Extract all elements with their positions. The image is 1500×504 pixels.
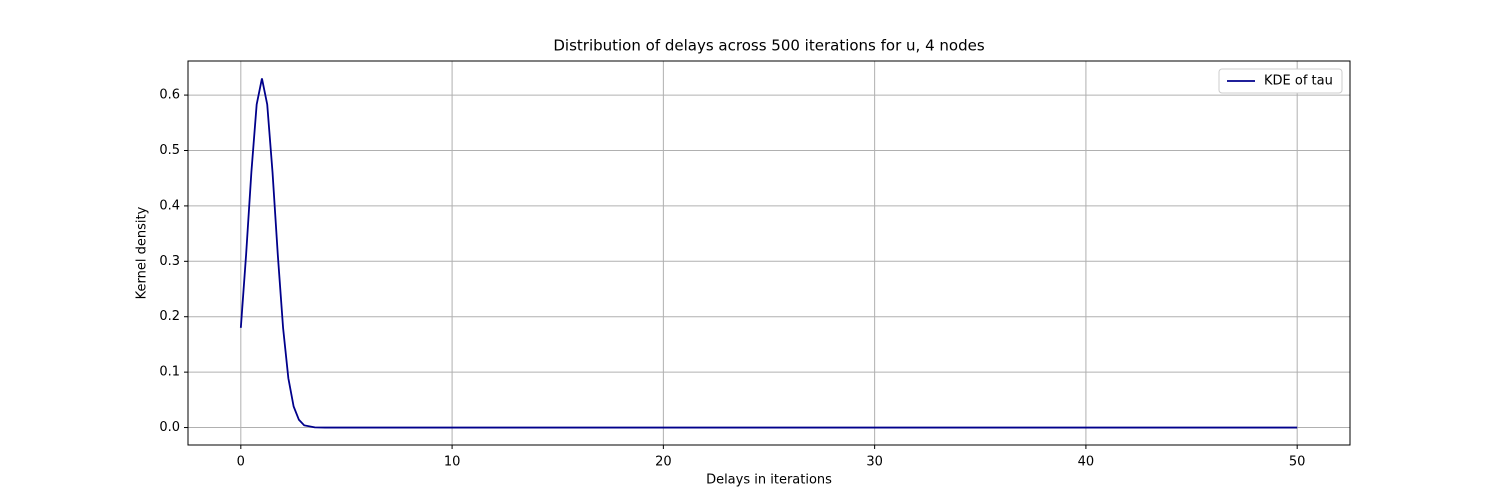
y-tick-label: 0.1: [159, 365, 180, 380]
x-tick-label: 50: [1289, 455, 1306, 470]
legend-label: KDE of tau: [1264, 74, 1333, 89]
y-tick-label: 0.0: [159, 420, 180, 435]
y-tick-label: 0.4: [159, 198, 180, 213]
y-axis-label: Kernel density: [135, 206, 150, 299]
y-tick-label: 0.2: [159, 309, 180, 324]
x-tick-label: 20: [655, 455, 672, 470]
x-tick-label: 0: [237, 455, 245, 470]
x-tick-label: 30: [866, 455, 883, 470]
x-tick-label: 10: [444, 455, 461, 470]
plot-frame: [187, 60, 1351, 446]
legend-box: [1218, 68, 1343, 94]
y-tick-label: 0.3: [159, 254, 180, 269]
y-tick-label: 0.6: [159, 88, 180, 103]
x-tick-label: 40: [1078, 455, 1095, 470]
chart-title: Distribution of delays across 500 iterat…: [553, 37, 984, 55]
line: [239, 78, 1298, 429]
x-axis-label: Delays in iterations: [706, 473, 832, 488]
y-tick-label: 0.5: [159, 143, 180, 158]
